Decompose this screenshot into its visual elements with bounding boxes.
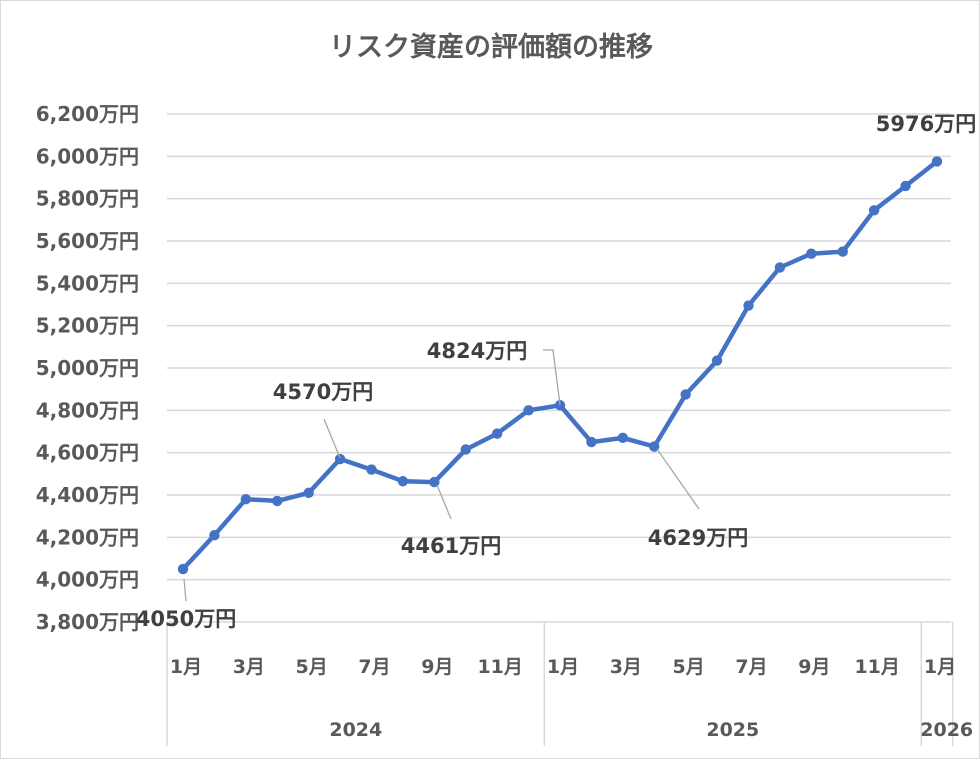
year-label: 2024 bbox=[329, 719, 382, 741]
year-label: 2025 bbox=[706, 719, 759, 741]
leader-line bbox=[436, 484, 452, 520]
leader-line bbox=[323, 418, 341, 459]
data-point-marker bbox=[397, 476, 409, 487]
data-point-marker bbox=[680, 389, 691, 400]
data-labels: 4050万円 4570万円 4461万円 4824万円 4629万円 5976万円 bbox=[136, 112, 976, 631]
gridlines bbox=[167, 113, 951, 623]
data-point-marker bbox=[868, 205, 880, 216]
data-point-marker bbox=[303, 487, 314, 499]
x-tick-label: 7月 bbox=[358, 656, 390, 678]
data-point-marker bbox=[774, 262, 786, 273]
y-tick-label: 3,800万円 bbox=[36, 610, 139, 634]
y-tick-label: 4,000万円 bbox=[36, 568, 139, 592]
x-tick-label: 7月 bbox=[735, 656, 767, 678]
chart-title: リスク資産の評価額の推移 bbox=[329, 31, 653, 63]
data-label: 4461万円 bbox=[401, 534, 501, 558]
y-tick-label: 6,000万円 bbox=[36, 144, 139, 168]
x-tick-label: 3月 bbox=[610, 656, 642, 678]
data-label: 4629万円 bbox=[648, 526, 748, 550]
x-tick-label: 9月 bbox=[798, 656, 830, 678]
y-tick-label: 5,600万円 bbox=[36, 229, 139, 253]
data-point-marker bbox=[523, 405, 534, 416]
y-tick-label: 4,800万円 bbox=[36, 398, 139, 422]
series-line bbox=[181, 159, 939, 571]
x-tick-label: 1月 bbox=[924, 656, 956, 678]
data-point-marker bbox=[806, 248, 817, 259]
data-point-marker bbox=[837, 246, 848, 257]
year-label: 2026 bbox=[920, 719, 973, 741]
x-tick-label: 1月 bbox=[547, 656, 579, 678]
y-axis: 3,800万円 4,000万円 4,200万円 4,400万円 4,600万円 4,800… bbox=[36, 102, 139, 634]
data-label: 4050万円 bbox=[136, 607, 236, 631]
y-tick-label: 5,000万円 bbox=[36, 356, 139, 380]
y-tick-label: 5,200万円 bbox=[36, 314, 139, 338]
x-tick-label: 3月 bbox=[233, 656, 265, 678]
data-point-marker bbox=[931, 156, 943, 167]
data-label: 4570万円 bbox=[273, 380, 373, 404]
data-series bbox=[177, 156, 943, 575]
y-tick-label: 4,600万円 bbox=[36, 441, 139, 465]
leader-line bbox=[656, 448, 700, 510]
data-point-marker bbox=[177, 563, 189, 575]
y-tick-label: 6,200万円 bbox=[36, 102, 139, 126]
y-tick-label: 5,800万円 bbox=[36, 187, 139, 211]
data-point-marker bbox=[334, 453, 346, 465]
data-point-marker bbox=[711, 355, 723, 366]
y-tick-label: 4,400万円 bbox=[36, 483, 139, 507]
data-label: 5976万円 bbox=[876, 112, 976, 136]
data-point-marker bbox=[240, 494, 252, 505]
leader-line bbox=[183, 578, 187, 602]
x-tick-label: 11月 bbox=[854, 656, 899, 678]
y-tick-label: 5,400万円 bbox=[36, 271, 139, 295]
data-point-marker bbox=[491, 428, 503, 439]
x-tick-label: 9月 bbox=[421, 656, 453, 678]
data-point-marker bbox=[743, 300, 754, 311]
data-point-marker bbox=[429, 476, 440, 488]
y-tick-label: 4,200万円 bbox=[36, 525, 139, 549]
data-point-marker bbox=[900, 180, 911, 192]
data-point-marker bbox=[617, 432, 629, 444]
data-label: 4824万円 bbox=[427, 339, 527, 363]
data-point-marker bbox=[209, 530, 220, 541]
leader-line bbox=[543, 349, 561, 406]
data-point-marker bbox=[586, 436, 597, 448]
x-tick-label: 11月 bbox=[477, 656, 522, 678]
data-point-marker bbox=[272, 495, 283, 507]
x-axis: 2024 2025 2026 1月 3月 5月 7月 9月 11月 1月 3月 5月 7月 9月 11月 1月 bbox=[166, 622, 973, 746]
data-point-marker bbox=[554, 400, 566, 411]
x-tick-label: 1月 bbox=[170, 656, 202, 678]
x-tick-label: 5月 bbox=[673, 656, 705, 678]
data-point-marker bbox=[366, 464, 377, 475]
data-point-marker bbox=[460, 444, 471, 455]
x-tick-label: 5月 bbox=[296, 656, 328, 678]
